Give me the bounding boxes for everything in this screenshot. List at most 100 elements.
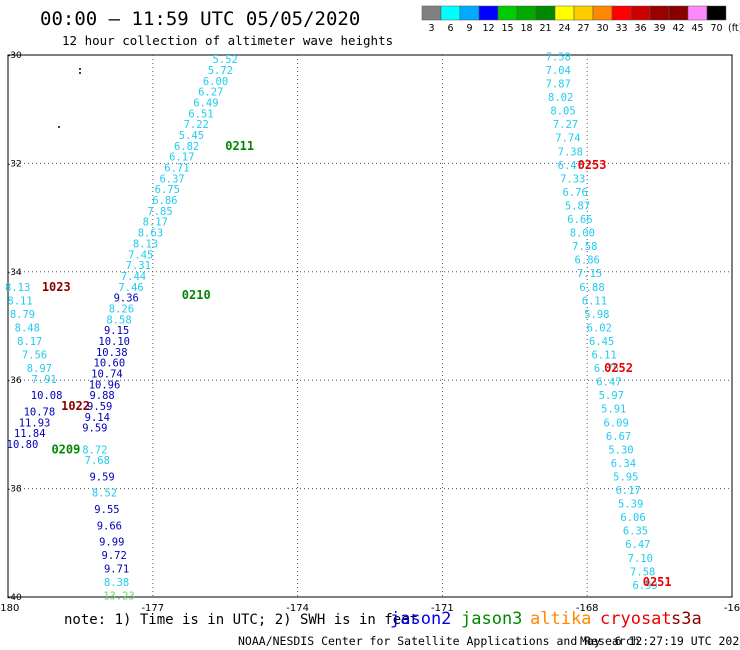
colorbar-label: 33 — [615, 23, 627, 34]
wave-height-label: 7.87 — [546, 79, 571, 91]
wave-height-label: 9.55 — [94, 504, 119, 516]
satellite-jason3: jason3 — [461, 609, 523, 629]
pass-time-label: 0209 — [51, 442, 80, 456]
wave-height-label: 9.59 — [87, 401, 112, 413]
wave-height-label: 8.72 — [82, 444, 107, 456]
wave-height-label: 6.27 — [198, 87, 223, 99]
colorbar-label: 36 — [634, 23, 646, 34]
wave-height-label: 5.52 — [213, 54, 238, 66]
wave-height-label: 8.17 — [143, 217, 168, 229]
wave-height-label: 10.10 — [98, 336, 130, 348]
wave-height-label: 6.00 — [203, 76, 228, 88]
wave-height-label: 7.91 — [32, 374, 57, 386]
wave-height-label: 11.84 — [14, 428, 46, 440]
wave-height-label: 8.17 — [17, 336, 42, 348]
colorbar-label: 39 — [653, 23, 665, 34]
wave-height-label: 7.56 — [22, 350, 47, 362]
pass-time-label: 0210 — [182, 288, 211, 302]
colorbar-swatch — [554, 5, 575, 21]
wave-height-label: 8.11 — [7, 295, 32, 307]
credit-line: NOAA/NESDIS Center for Satellite Applica… — [238, 634, 640, 648]
wave-height-label: 6.47 — [596, 377, 621, 389]
pass-time-label: 0252 — [604, 361, 633, 375]
wave-height-label: 6.75 — [594, 363, 619, 375]
wave-height-label: 7.15 — [577, 268, 602, 280]
wave-height-label: 6.11 — [582, 295, 607, 307]
y-tick-label: -36 — [7, 376, 22, 386]
wave-height-label: 7.58 — [572, 241, 597, 253]
colorbar-label: 21 — [539, 23, 551, 34]
wave-height-label: 7.46 — [118, 282, 143, 294]
wave-height-label: 8.26 — [109, 303, 134, 315]
wave-height-label: 9.15 — [104, 325, 129, 337]
wave-height-label: 7.44 — [121, 271, 146, 283]
wave-height-label: 6.76 — [562, 187, 587, 199]
wave-height-label: 6.34 — [611, 458, 636, 470]
wave-height-label: 7.74 — [555, 133, 580, 145]
wave-height-label: 5.95 — [613, 471, 638, 483]
wave-height-label: 5.72 — [208, 65, 233, 77]
colorbar-swatch — [706, 5, 727, 21]
wave-height-label: 9.71 — [104, 564, 129, 576]
wave-height-label: 8.52 — [92, 488, 117, 500]
colorbar-label: 24 — [558, 23, 570, 34]
colorbar-label: 70 — [710, 23, 722, 34]
satellite-altika: altika — [530, 609, 592, 629]
wave-height-label: 10.60 — [94, 358, 126, 370]
wave-height-label: 5.98 — [584, 309, 609, 321]
footnote: note: 1) Time is in UTC; 2) SWH is in fe… — [64, 612, 419, 628]
wave-height-label: 10.38 — [96, 347, 128, 359]
wave-height-label: 6.66 — [567, 214, 592, 226]
wave-height-label: 7.10 — [628, 553, 653, 565]
colorbar-swatch — [630, 5, 651, 21]
page-title: 00:00 – 11:59 UTC 05/05/2020 — [40, 8, 361, 30]
y-tick-label: -38 — [7, 485, 22, 495]
wave-height-label: 6.37 — [159, 173, 184, 185]
wave-height-label: 6.11 — [591, 350, 616, 362]
wave-height-label: 5.87 — [565, 200, 590, 212]
wave-height-label: 7.68 — [85, 455, 110, 467]
wave-height-label: 10.08 — [31, 390, 63, 402]
wave-height-label: 10.80 — [7, 439, 39, 451]
pass-time-label: 1022 — [61, 399, 90, 413]
wave-height-label: 8.58 — [106, 314, 131, 326]
colorbar-label: 6 — [447, 23, 453, 34]
plot-frame — [7, 54, 733, 598]
x-tick-label: -174 — [286, 603, 309, 614]
wave-height-label: 6.47 — [558, 160, 583, 172]
wave-height-label: 6.75 — [155, 184, 180, 196]
y-tick-label: -40 — [7, 593, 22, 603]
wave-height-label: 9.66 — [97, 520, 122, 532]
x-tick-label: -171 — [431, 603, 454, 614]
timestamp: May 6 12:27:19 UTC 2020 — [580, 634, 740, 648]
land-speck — [58, 126, 60, 128]
land-speck — [79, 72, 81, 74]
wave-height-label: 6.45 — [589, 336, 614, 348]
wave-height-label: 5.39 — [618, 499, 643, 511]
wave-height-label: 6.02 — [587, 322, 612, 334]
wave-height-label: 6.09 — [604, 417, 629, 429]
wave-height-label: 8.97 — [27, 363, 52, 375]
colorbar-swatch — [478, 5, 499, 21]
colorbar-swatch — [535, 5, 556, 21]
wave-height-label: 9.59 — [89, 471, 114, 483]
wave-height-label: 8.02 — [548, 92, 573, 104]
wave-height-label: 9.72 — [102, 550, 127, 562]
wave-height-label: 7.22 — [184, 119, 209, 131]
wave-height-label: 7.31 — [126, 260, 151, 272]
wave-height-label: 5.91 — [601, 404, 626, 416]
y-tick-label: -32 — [7, 159, 22, 169]
pass-time-label: 0253 — [578, 158, 607, 172]
colorbar-swatch — [687, 5, 708, 21]
wave-height-label: 7.33 — [560, 173, 585, 185]
land-speck — [79, 68, 81, 70]
wave-height-label: 6.82 — [174, 141, 199, 153]
wave-height-label: 6.99 — [632, 580, 657, 592]
pass-time-label: 1023 — [42, 280, 71, 294]
wave-height-label: 8.79 — [10, 309, 35, 321]
wave-height-label: 6.17 — [169, 152, 194, 164]
y-tick-label: -30 — [7, 51, 22, 61]
pass-time-label: 0211 — [225, 139, 254, 153]
colorbar-swatch — [497, 5, 518, 21]
